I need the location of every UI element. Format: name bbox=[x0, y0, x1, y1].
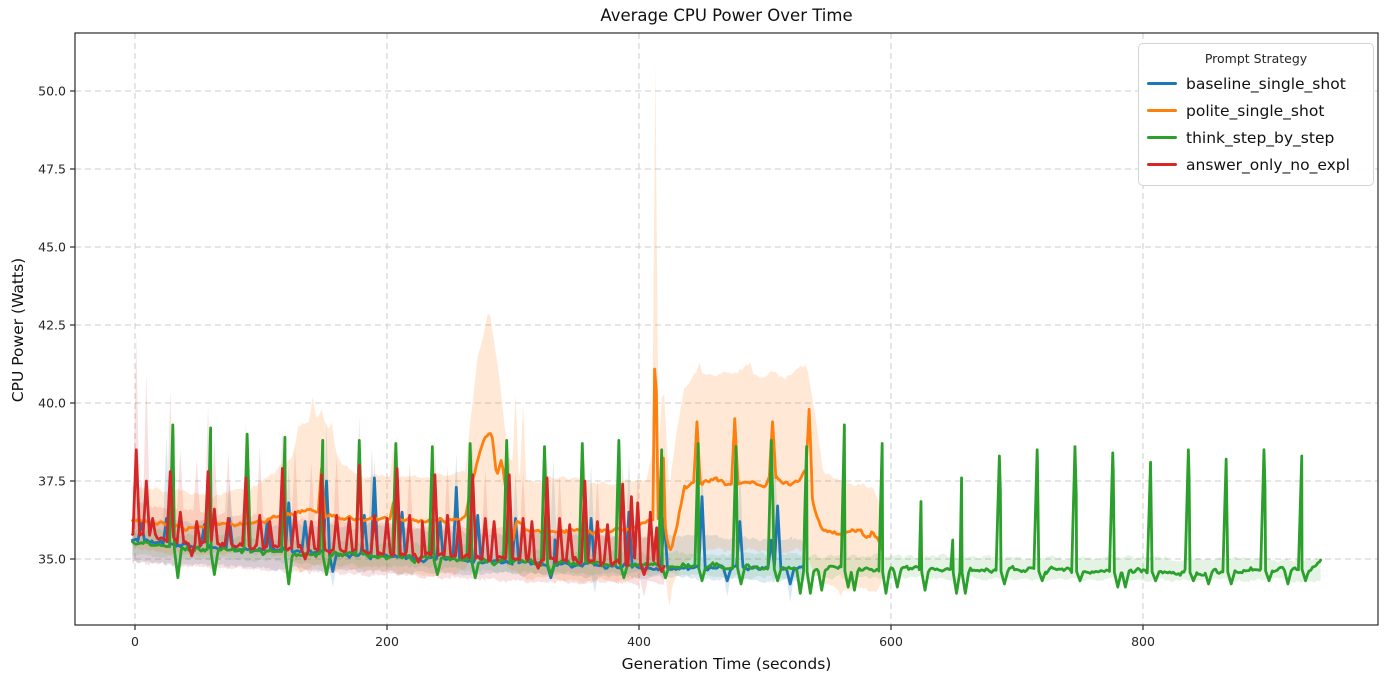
legend-item: polite_single_shot bbox=[1147, 97, 1365, 124]
y-tick-label: 45.0 bbox=[38, 240, 66, 255]
series-line-polite_single_shot bbox=[131, 367, 884, 552]
y-axis-label: CPU Power (Watts) bbox=[9, 257, 27, 403]
y-tick-label: 47.5 bbox=[38, 162, 66, 177]
legend-item-label: think_step_by_step bbox=[1186, 128, 1335, 147]
x-tick-label: 600 bbox=[879, 634, 903, 649]
legend-item: baseline_single_shot bbox=[1147, 70, 1365, 97]
legend-item: answer_only_no_expl bbox=[1147, 151, 1365, 178]
series-line-answer_only_no_expl bbox=[131, 448, 666, 576]
legend: Prompt Strategy baseline_single_shot pol… bbox=[1138, 43, 1374, 186]
legend-line-swatch-red bbox=[1147, 162, 1177, 167]
x-tick-label: 0 bbox=[131, 634, 139, 649]
series-line-think_step_by_step bbox=[131, 423, 1323, 595]
legend-item-label: answer_only_no_expl bbox=[1186, 155, 1350, 174]
plot-border bbox=[74, 32, 1379, 626]
legend-item: think_step_by_step bbox=[1147, 124, 1365, 151]
series-group bbox=[131, 62, 1323, 606]
legend-line-swatch-orange bbox=[1147, 108, 1177, 113]
x-tick-label: 400 bbox=[627, 634, 651, 649]
legend-title: Prompt Strategy bbox=[1204, 51, 1308, 66]
legend-item-label: polite_single_shot bbox=[1186, 101, 1325, 120]
legend-item-label: baseline_single_shot bbox=[1186, 74, 1346, 93]
y-tick-label: 42.5 bbox=[38, 318, 66, 333]
y-tick-label: 40.0 bbox=[38, 396, 66, 411]
axis-ticks: 0 200 400 600 800 35.0 37.5 40.0 42.5 45.0 47.5 50.… bbox=[38, 84, 1155, 650]
y-tick-label: 35.0 bbox=[38, 552, 66, 567]
y-tick-label: 37.5 bbox=[38, 474, 66, 489]
x-axis-label: Generation Time (seconds) bbox=[621, 655, 832, 673]
y-tick-label: 50.0 bbox=[38, 84, 66, 99]
x-tick-label: 200 bbox=[375, 634, 399, 649]
x-tick-label: 800 bbox=[1131, 634, 1155, 649]
chart-title: Average CPU Power Over Time bbox=[600, 6, 853, 25]
legend-line-swatch-green bbox=[1147, 135, 1177, 140]
legend-line-swatch-blue bbox=[1147, 81, 1177, 86]
